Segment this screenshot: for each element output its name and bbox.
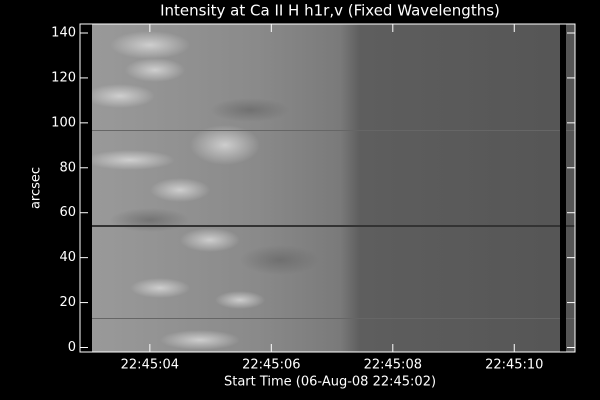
chart-title: Intensity at Ca II H h1r,v (Fixed Wavele…	[160, 2, 500, 20]
intensity-image	[86, 24, 575, 352]
x-tick-label: 22:45:04	[121, 358, 179, 373]
y-tick-label: 100	[51, 115, 76, 130]
y-tick-label: 40	[59, 250, 76, 265]
y-tick-label: 20	[59, 295, 76, 310]
y-tick-label: 140	[51, 25, 76, 40]
y-axis-label: arcsec	[29, 167, 44, 209]
x-tick-label: 22:45:06	[242, 358, 300, 373]
y-tick-label: 60	[59, 205, 76, 220]
x-axis-label: Start Time (06-Aug-08 22:45:02)	[224, 375, 436, 390]
x-tick-label: 22:45:08	[364, 358, 422, 373]
x-tick-label: 22:45:10	[485, 358, 543, 373]
plot-frame	[79, 23, 576, 353]
y-tick-label: 120	[51, 70, 76, 85]
y-tick-label: 80	[59, 160, 76, 175]
y-tick-label: 0	[68, 340, 76, 355]
